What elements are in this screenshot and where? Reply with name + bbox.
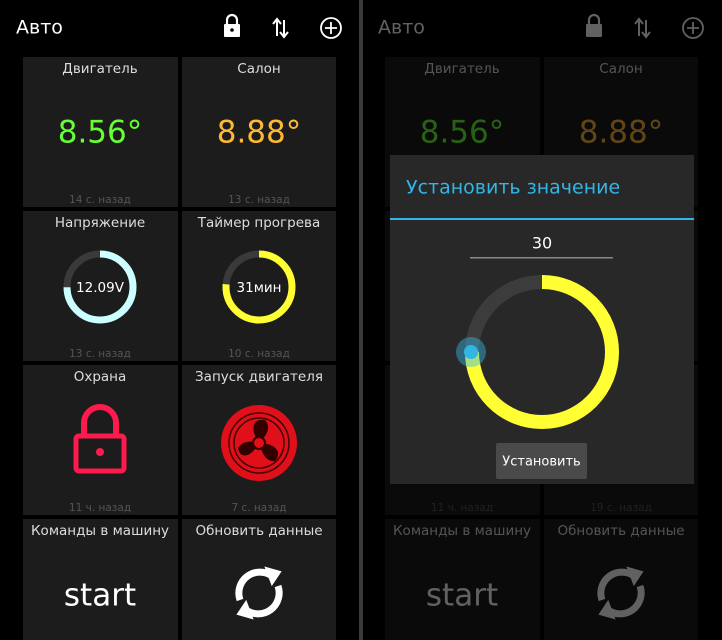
app-title: Авто xyxy=(16,17,63,39)
tile-value: start xyxy=(64,578,136,614)
tile-voltage[interactable] xyxy=(23,211,178,361)
tile-engine[interactable] xyxy=(23,57,178,207)
tile-label: Таймер прогрева xyxy=(197,215,321,231)
tile-label: Охрана xyxy=(74,369,127,385)
refresh-icon xyxy=(235,566,283,620)
dialog-divider xyxy=(390,218,694,220)
tile-timer[interactable] xyxy=(182,211,336,361)
divider xyxy=(359,0,363,640)
lock-icon xyxy=(73,404,127,474)
tile-security[interactable] xyxy=(23,365,178,515)
tile-label: Салон xyxy=(237,61,280,77)
tile-time: 11 ч. назад xyxy=(69,502,131,514)
tile-label: Напряжение xyxy=(55,215,145,231)
dialog: Установить значение 30 Установить xyxy=(390,155,694,484)
dialog-panel xyxy=(390,155,694,484)
lock-button[interactable] xyxy=(224,13,240,37)
tile-label: Обновить данные xyxy=(195,523,322,539)
tile-refresh[interactable] xyxy=(182,519,336,640)
tile-time: 14 с. назад xyxy=(69,194,131,206)
tile-commands[interactable] xyxy=(23,519,178,640)
tile-label: Команды в машину xyxy=(31,523,169,539)
tile-label: Запуск двигателя xyxy=(195,369,323,385)
set-button[interactable] xyxy=(496,443,587,479)
add-button[interactable] xyxy=(320,17,342,39)
screen-left: Авто Двигатель 8.56° 14 с. назад Салон 8… xyxy=(16,13,342,640)
screen-right: Авто Двигатель 8.56° Салон 8.88° 11 ч. н… xyxy=(363,0,722,640)
dialog-title: Установить значение xyxy=(406,177,620,199)
gauge-arc xyxy=(222,250,296,324)
tile-value: 8.88° xyxy=(217,115,302,151)
tile-time: 7 с. назад xyxy=(231,502,286,514)
tile-time: 10 с. назад xyxy=(228,348,290,360)
value-input[interactable]: 30 xyxy=(532,234,552,253)
dial-thumb[interactable] xyxy=(464,345,478,359)
gauge-arc xyxy=(63,250,137,324)
tile-label: Двигатель xyxy=(62,61,137,77)
gauge-value: 31мин xyxy=(237,280,282,296)
tile-cabin[interactable] xyxy=(182,57,336,207)
tile-time: 13 с. назад xyxy=(228,194,290,206)
sort-button[interactable] xyxy=(272,17,289,39)
tile-time: 13 с. назад xyxy=(69,348,131,360)
tile-value: 8.56° xyxy=(58,115,143,151)
input-underline xyxy=(470,257,613,259)
fan-icon xyxy=(221,405,297,481)
gauge-value: 12.09V xyxy=(76,280,125,296)
set-button-label: Установить xyxy=(502,455,580,470)
